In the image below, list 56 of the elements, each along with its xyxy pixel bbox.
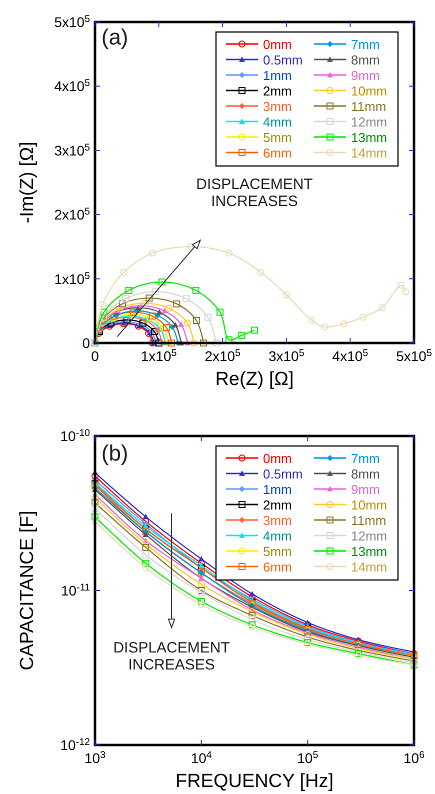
legend-label: 8mm [351, 52, 380, 68]
x-tick-label: 10$^{4}$ [190, 750, 212, 766]
legend-label: 14mm [351, 560, 388, 574]
x-tick-label: 10$^{5}$ [297, 750, 319, 766]
legend-label: 0mm [263, 37, 292, 52]
y-tick-label: 0 [82, 335, 90, 351]
legend-label: 0.5mm [263, 466, 303, 482]
x-tick-label: 3x10$^{5}$ [268, 348, 305, 364]
legend-label: 3mm [263, 513, 292, 528]
legend-label: 14mm [351, 146, 388, 160]
x-axis-title: FREQUENCY [Hz] [175, 771, 334, 792]
legend-label: 11mm [351, 513, 386, 528]
legend-label: 9mm [351, 482, 380, 497]
y-axis-title: CAPACITANCE [F] [17, 510, 38, 670]
y-tick-label: 10$^{-10}$ [60, 428, 91, 444]
legend-label: 0mm [263, 451, 292, 466]
legend-label: 7mm [351, 451, 380, 466]
y-tick-label: 3x10$^{5}$ [54, 142, 91, 158]
legend-label: 9mm [351, 68, 380, 83]
legend-label: 7mm [351, 37, 380, 52]
y-tick-label: 4x10$^{5}$ [54, 78, 91, 94]
y-tick-label: 1x10$^{5}$ [54, 270, 91, 287]
legend-label: 5mm [263, 130, 292, 145]
legend-label: 6mm [263, 560, 292, 574]
annotation: DISPLACEMENT INCREASES [196, 176, 313, 210]
legend-label: 12mm [351, 528, 388, 544]
legend-label: 10mm [351, 498, 388, 512]
legend-label: 13mm [351, 130, 388, 145]
legend-label: 2mm [263, 84, 292, 98]
y-tick-label: 10$^{-11}$ [60, 582, 90, 598]
x-tick-label: 2x10$^{5}$ [204, 348, 242, 364]
y-tick-label: 5x10$^{5}$ [54, 14, 91, 30]
x-tick-label: 4x10$^{5}$ [332, 348, 369, 364]
legend-label: 0.5mm [263, 52, 303, 68]
legend-label: 13mm [351, 544, 388, 559]
x-tick-label: 5x10$^{5}$ [396, 348, 432, 364]
x-tick-label: 10$^{6}$ [403, 750, 426, 766]
legend-label: 4mm [263, 528, 292, 544]
legend-label: 8mm [351, 466, 380, 482]
legend-label: 12mm [351, 114, 388, 130]
legend-label: 5mm [263, 544, 292, 559]
legend-label: 10mm [351, 84, 388, 98]
legend-label: 1mm [263, 482, 292, 497]
annotation: DISPLACEMENT INCREASES [113, 639, 230, 674]
annotation: (b) [101, 440, 128, 466]
x-tick-label: 1x10$^{5}$ [140, 348, 178, 364]
annotation: (a) [101, 24, 128, 50]
legend-label: 1mm [263, 68, 292, 83]
legend-label: 6mm [263, 146, 292, 160]
legend-label: 3mm [263, 99, 292, 114]
x-axis-title: Re(Z) [Ω] [215, 369, 294, 390]
legend-label: 4mm [263, 114, 292, 130]
y-axis-title: -Im(Z) [Ω] [17, 142, 38, 224]
legend-label: 2mm [263, 498, 292, 512]
y-tick-label: 2x10$^{5}$ [54, 206, 91, 223]
legend-label: 11mm [351, 99, 386, 114]
